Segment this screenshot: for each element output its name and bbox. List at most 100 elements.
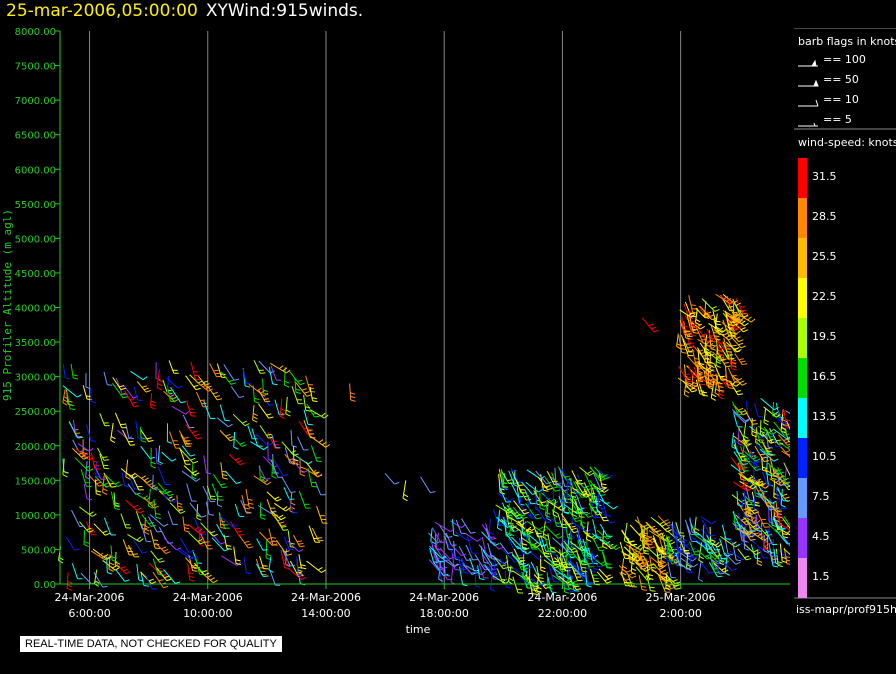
wind-barb <box>149 514 169 527</box>
wind-barb <box>703 334 710 355</box>
wind-barb <box>745 458 761 472</box>
wind-barb <box>189 502 207 518</box>
wind-barb <box>569 541 587 552</box>
wind-barb <box>238 535 254 549</box>
wind-barb <box>62 364 71 380</box>
wind-barb <box>536 573 542 594</box>
wind-barb <box>477 565 485 581</box>
wind-barb <box>124 390 139 408</box>
wind-barb <box>310 445 322 462</box>
wind-barb <box>511 536 530 551</box>
wind-barb <box>203 455 212 475</box>
wind-barb <box>737 548 752 561</box>
wind-barb <box>259 425 274 439</box>
wind-barb <box>256 538 268 551</box>
wind-barb <box>737 427 743 446</box>
wind-barb <box>200 522 218 537</box>
wind-barb <box>65 536 80 551</box>
wind-barb <box>702 524 708 544</box>
wind-barb <box>242 368 251 385</box>
wind-barb <box>163 568 181 584</box>
wind-barb <box>219 430 235 442</box>
wind-barb <box>122 429 136 446</box>
x-tick-time: 14:00:00 <box>301 607 350 620</box>
y-tick-label: 7500.00 <box>15 62 56 73</box>
x-tick-time: 22:00:00 <box>538 607 587 620</box>
x-tick-date: 24-Mar-2006 <box>55 591 125 604</box>
wind-barb <box>443 555 451 577</box>
wind-barb <box>114 412 127 429</box>
wind-barb <box>724 310 735 330</box>
wind-barb <box>772 518 786 531</box>
wind-barb <box>673 525 688 542</box>
wind-barb <box>715 293 735 304</box>
wind-barb <box>577 569 592 586</box>
wind-barb <box>92 548 112 560</box>
wind-barb <box>139 426 147 443</box>
wind-barb <box>136 381 151 393</box>
wind-barb <box>66 391 76 411</box>
wind-barb <box>732 542 742 562</box>
wind-barb <box>587 547 598 565</box>
colorbar-swatch <box>798 558 807 598</box>
wind-barb <box>544 500 551 518</box>
wind-barb <box>288 370 305 386</box>
wind-barb <box>181 445 196 457</box>
wind-barb <box>579 466 595 476</box>
wind-barb <box>259 531 278 547</box>
wind-barb <box>303 420 316 439</box>
wind-barb <box>207 385 223 401</box>
wind-barb <box>62 385 82 398</box>
wind-barb <box>110 422 116 444</box>
wind-barb <box>516 483 532 501</box>
wind-barb <box>496 516 513 528</box>
wind-barb <box>728 352 737 371</box>
wind-barb <box>544 477 561 492</box>
wind-barb <box>269 569 281 586</box>
legend-panel: barb flags in knots == 100 == 50 == 10 =… <box>790 28 896 624</box>
wind-barb <box>733 411 750 423</box>
barb-flag-glyph <box>798 59 818 67</box>
wind-barb <box>206 485 217 500</box>
wind-barb <box>285 396 291 417</box>
wind-barb <box>781 450 790 457</box>
wind-barb <box>733 481 752 492</box>
wind-barb <box>120 468 138 479</box>
wind-barb <box>667 535 673 556</box>
wind-barb <box>316 506 328 524</box>
wind-barb <box>697 362 714 373</box>
wind-barb <box>220 371 236 385</box>
wind-barb <box>190 361 201 381</box>
wind-barb <box>586 521 592 542</box>
wind-barb <box>176 495 183 511</box>
wind-barb <box>620 571 631 587</box>
y-tick-label: 4500.00 <box>15 269 56 280</box>
wind-barb <box>511 554 530 567</box>
wind-barb <box>512 576 524 594</box>
wind-barb <box>682 380 697 393</box>
colorbar-swatch <box>798 438 807 478</box>
wind-barb <box>594 466 610 480</box>
wind-barb <box>86 521 97 536</box>
wind-barb <box>310 409 329 419</box>
wind-barb <box>759 420 766 437</box>
wind-barb <box>95 479 102 496</box>
wind-barb <box>738 473 754 483</box>
wind-barb <box>485 523 496 538</box>
wind-barb <box>186 483 197 502</box>
wind-barb <box>783 462 790 477</box>
colorbar-label: 31.5 <box>812 170 837 183</box>
wind-barb <box>715 373 725 392</box>
wind-barb <box>548 564 559 583</box>
wind-barb <box>695 540 713 550</box>
wind-barb <box>731 409 751 422</box>
wind-barb <box>474 566 480 588</box>
wind-barb <box>93 523 110 536</box>
colorbar-label: 16.5 <box>812 370 837 383</box>
wind-barb <box>458 546 472 561</box>
wind-barb <box>71 509 85 528</box>
chart-title: 25-mar-2006,05:00:00 XYWind:915winds. <box>6 0 363 22</box>
wind-barb <box>591 484 597 504</box>
wind-barb <box>68 421 83 439</box>
colorbar-swatch <box>798 318 807 358</box>
